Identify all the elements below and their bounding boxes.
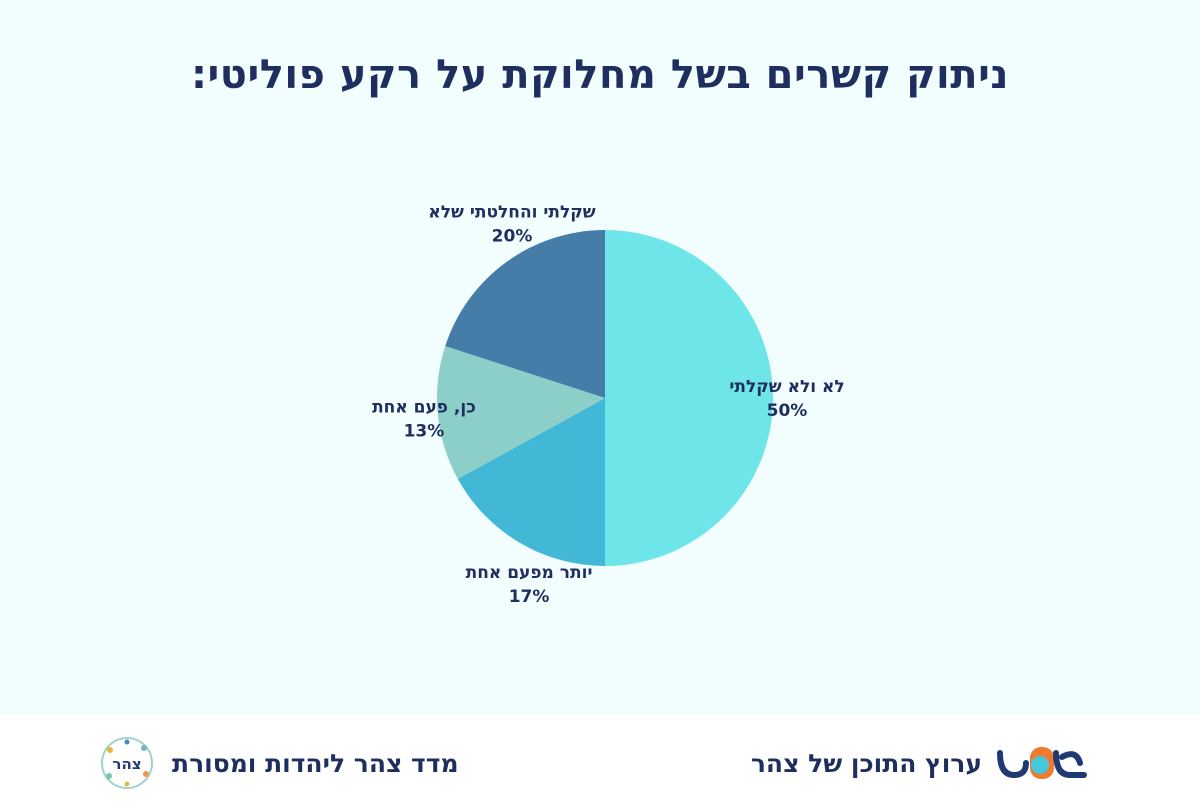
slice-label: יותר מפעם אחת [466, 563, 593, 583]
pie-slice [457, 398, 605, 566]
footer-brand-text: ערוץ התוכן של צהר [750, 748, 982, 778]
tzohar-seal-icon: צהר [101, 737, 153, 789]
slice-value-label: 50% [767, 401, 808, 421]
footer-index[interactable]: מדד צהר ליהדות ומסורת צהר [100, 737, 459, 789]
pie-slice [445, 230, 605, 398]
slice-label: כן, פעם אחת [372, 397, 476, 417]
slice-value-label: 13% [404, 421, 445, 441]
pie-chart: לא ולא שקלתי 50% יותר מפעם אחת 17% כן, פעם א… [372, 202, 845, 607]
chart-title: ניתוק קשרים בשל מחלוקת על רקע פוליטי: [191, 52, 1009, 98]
footer: ערוץ התוכן של צהר מדד צהר ליהדות ומסורת … [0, 715, 1200, 811]
footer-index-text: מדד צהר ליהדות ומסורת [172, 748, 459, 778]
slice-label: שקלתי והחלטתי שלא [428, 202, 595, 222]
pie-slice [437, 346, 605, 479]
footer-brand[interactable]: ערוץ התוכן של צהר [751, 743, 1090, 783]
slice-label: לא ולא שקלתי [729, 377, 844, 397]
pie-slice [605, 230, 773, 566]
mashov-logo-icon [997, 747, 1087, 779]
slice-value-label: 17% [509, 587, 550, 607]
tzohar-seal-text: צהר [112, 755, 141, 773]
slice-value-label: 20% [492, 226, 533, 246]
